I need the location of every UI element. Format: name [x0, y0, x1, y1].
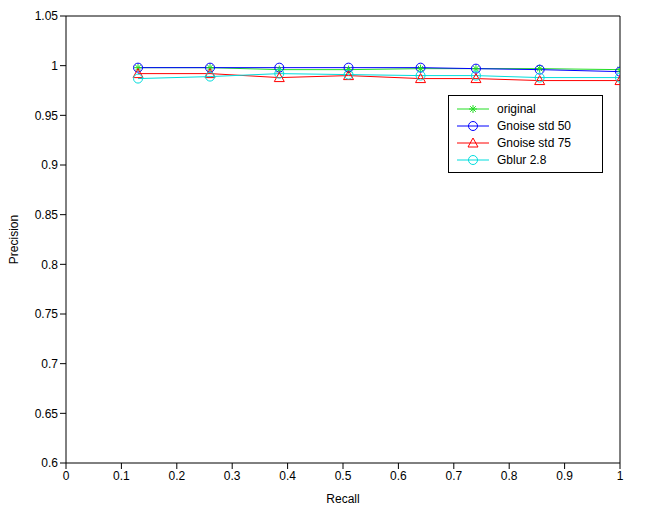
svg-text:0.8: 0.8 [41, 258, 58, 272]
svg-text:0.8: 0.8 [501, 469, 518, 483]
svg-text:0.6: 0.6 [41, 456, 58, 470]
svg-text:0.2: 0.2 [168, 469, 185, 483]
svg-text:1: 1 [617, 469, 624, 483]
svg-text:0.1: 0.1 [113, 469, 130, 483]
svg-text:0.85: 0.85 [35, 208, 59, 222]
html-text:original: original [497, 101, 536, 116]
svg-text:0.65: 0.65 [35, 407, 59, 421]
svg-text:0.7: 0.7 [41, 357, 58, 371]
svg-text:0.4: 0.4 [279, 469, 296, 483]
svg-text:Recall: Recall [326, 492, 359, 506]
svg-text:0.9: 0.9 [41, 158, 58, 172]
svg-text:0: 0 [63, 469, 70, 483]
svg-text:0.6: 0.6 [390, 469, 407, 483]
svg-text:Precision: Precision [7, 215, 21, 264]
html-text:Gblur 2.8: Gblur 2.8 [497, 152, 547, 167]
svg-text:0.75: 0.75 [35, 307, 59, 321]
svg-text:1: 1 [51, 59, 58, 73]
svg-text:1.05: 1.05 [35, 9, 59, 23]
svg-text:0.5: 0.5 [335, 469, 352, 483]
svg-text:0.7: 0.7 [445, 469, 462, 483]
svg-text:0.95: 0.95 [35, 109, 59, 123]
html-text:Gnoise std 75: Gnoise std 75 [497, 135, 571, 150]
svg-text:0.3: 0.3 [224, 469, 241, 483]
html-text:Gnoise std 50: Gnoise std 50 [497, 118, 571, 133]
svg-text:0.9: 0.9 [556, 469, 573, 483]
